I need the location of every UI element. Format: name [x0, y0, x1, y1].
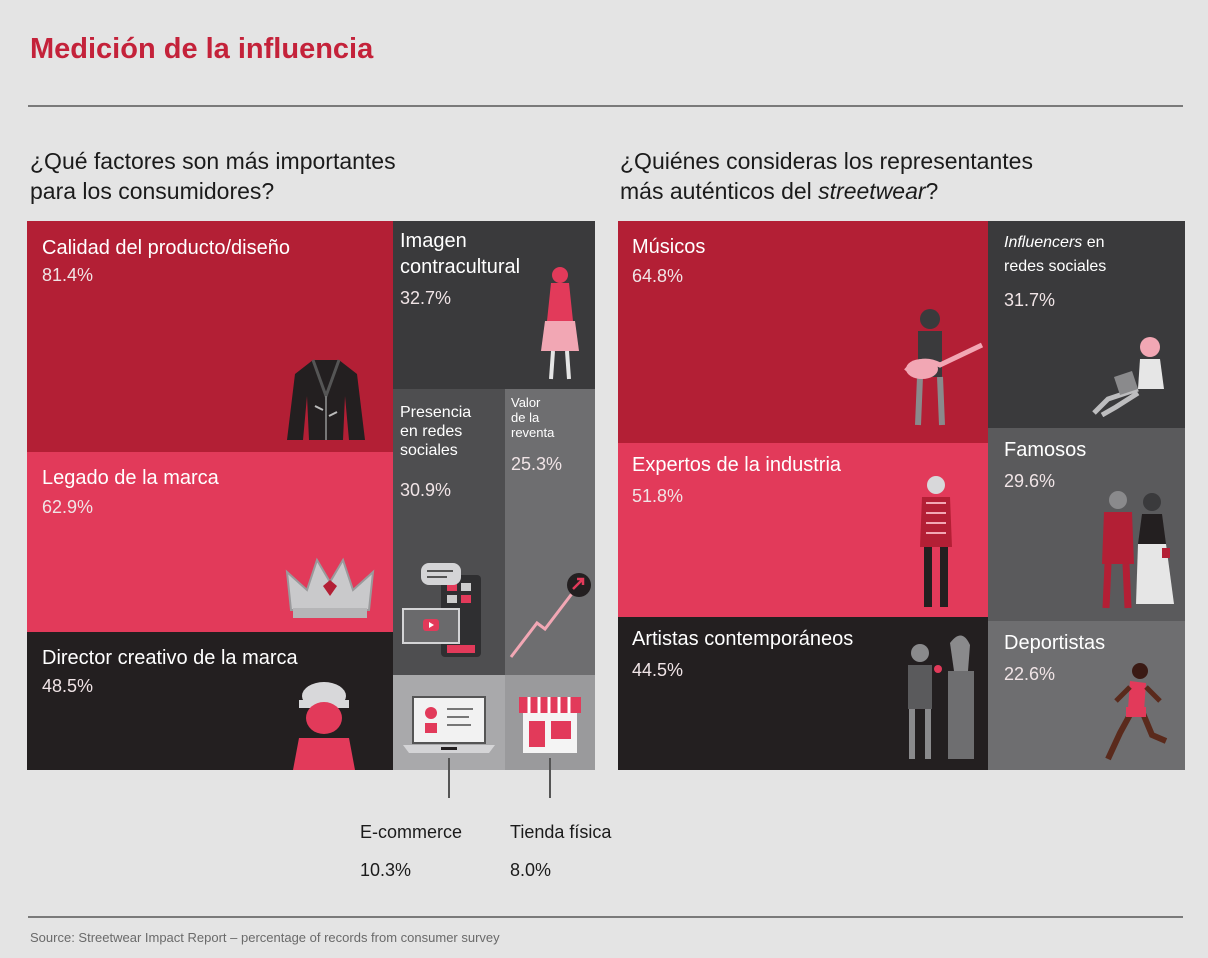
right-chart-question: ¿Quiénes consideras los representantes m…	[620, 146, 1033, 206]
tile-musicos-label: Músicos	[632, 236, 706, 258]
tienda-label: Tienda física	[510, 822, 612, 842]
tile-imagen-value: 32.7%	[400, 288, 452, 308]
woman-walking-icon	[541, 267, 579, 380]
tile-artistas: Artistas contemporáneos 44.5%	[618, 617, 988, 770]
tile-presencia-label-2: en redes	[400, 423, 463, 440]
tile-famosos-label: Famosos	[1004, 439, 1087, 461]
tienda-leader-line	[549, 758, 551, 798]
artist-statue-icon	[908, 635, 974, 759]
tienda-value: 8.0%	[510, 860, 552, 880]
tile-legado-value: 62.9%	[42, 497, 94, 517]
tile-expertos-label: Expertos de la industria	[632, 454, 842, 476]
tile-imagen: Imagen contracultural 32.7%	[393, 221, 595, 389]
tile-artistas-value: 44.5%	[632, 660, 684, 680]
woman-laptop-icon	[1092, 337, 1164, 417]
title-divider	[28, 105, 1183, 107]
tile-director-value: 48.5%	[42, 676, 94, 696]
tile-influencers-label-2: redes sociales	[1004, 258, 1107, 275]
jacket-icon	[287, 359, 365, 440]
tile-legado-label: Legado de la marca	[42, 467, 219, 489]
tile-imagen-label-1: Imagen	[400, 230, 467, 252]
left-question-line-2: para los consumidores?	[30, 178, 275, 204]
laptop-icon	[403, 696, 495, 753]
tile-influencers-value: 31.7%	[1004, 290, 1056, 310]
tile-director: Director creativo de la marca 48.5%	[27, 632, 393, 770]
tile-influencers: Influencers en redes sociales 31.7%	[988, 221, 1185, 428]
tile-legado: Legado de la marca 62.9%	[27, 452, 393, 632]
tile-presencia-label-1: Presencia	[400, 404, 472, 421]
tile-valor-value: 25.3%	[511, 454, 563, 474]
celebrity-couple-icon	[1102, 491, 1174, 609]
tile-valor-label-2: de la	[511, 410, 540, 425]
runner-icon	[1105, 663, 1168, 761]
tile-famosos-value: 29.6%	[1004, 471, 1056, 491]
ecommerce-value: 10.3%	[360, 860, 412, 880]
tile-expertos: Expertos de la industria 51.8%	[618, 443, 988, 617]
tile-calidad-label: Calidad del producto/diseño	[42, 237, 290, 259]
tile-famosos: Famosos 29.6%	[988, 428, 1185, 621]
page-title: Medición de la influencia	[30, 33, 374, 65]
tile-valor-label-3: reventa	[511, 425, 555, 440]
ecommerce-label: E-commerce	[360, 822, 463, 842]
social-media-icon	[402, 563, 481, 657]
tile-valor: Valor de la reventa 25.3%	[505, 389, 595, 675]
tile-presencia: Presencia en redes sociales 30.9%	[393, 389, 505, 675]
tile-musicos-value: 64.8%	[632, 266, 684, 286]
tile-director-label: Director creativo de la marca	[42, 647, 298, 669]
tile-deportistas-label: Deportistas	[1004, 632, 1106, 654]
tile-presencia-label-3: sociales	[400, 442, 458, 459]
right-question-line-1: ¿Quiénes consideras los representantes	[620, 148, 1033, 174]
guitarist-icon	[904, 309, 984, 426]
tile-presencia-value: 30.9%	[400, 480, 452, 500]
tile-imagen-label-2: contracultural	[400, 256, 521, 278]
source-note: Source: Streetwear Impact Report – perce…	[30, 930, 500, 945]
right-question-line-2: más auténticos del streetwear?	[620, 178, 939, 204]
tile-deportistas: Deportistas 22.6%	[988, 621, 1185, 770]
tile-deportistas-value: 22.6%	[1004, 664, 1056, 684]
left-question-line-1: ¿Qué factores son más importantes	[30, 148, 396, 174]
tile-tienda	[505, 675, 595, 770]
footer-divider	[28, 916, 1183, 918]
tile-calidad-value: 81.4%	[42, 265, 94, 285]
cap-person-icon	[293, 682, 355, 770]
tile-musicos: Músicos 64.8%	[618, 221, 988, 443]
tile-calidad: Calidad del producto/diseño 81.4%	[27, 221, 393, 452]
store-icon	[519, 697, 581, 753]
tile-artistas-label: Artistas contemporáneos	[632, 628, 854, 650]
ecommerce-leader-line	[448, 758, 450, 798]
left-chart-question: ¿Qué factores son más importantes para l…	[30, 146, 396, 206]
standing-man-icon	[920, 476, 952, 607]
tile-ecommerce	[393, 675, 505, 770]
crown-icon	[285, 557, 375, 618]
tile-expertos-value: 51.8%	[632, 486, 684, 506]
tile-influencers-label-1: Influencers en	[1004, 234, 1105, 251]
tile-valor-label-1: Valor	[511, 395, 541, 410]
rising-arrow-icon	[509, 573, 591, 658]
